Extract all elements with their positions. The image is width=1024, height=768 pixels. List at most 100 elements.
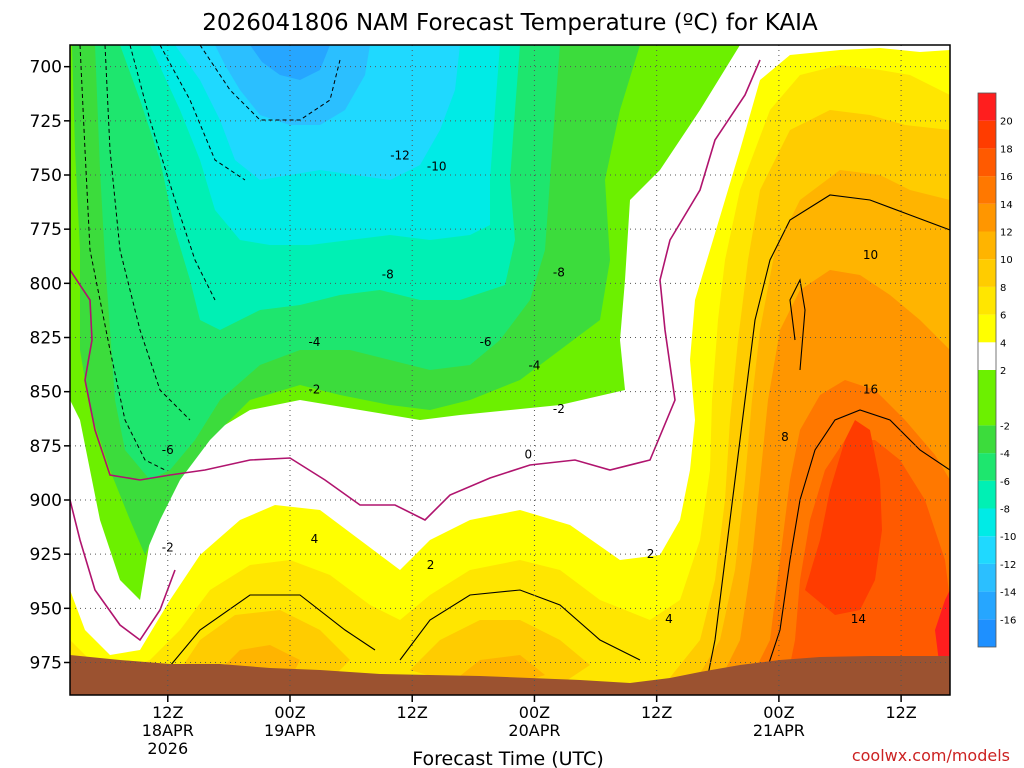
colorbar-label: 2 [1000, 366, 1006, 377]
colorbar-swatch [978, 619, 996, 647]
colorbar-label: -16 [1000, 615, 1016, 626]
contour-label: -6 [480, 335, 492, 349]
colorbar: -16 -14 -12 -10 -8 -6 -4 -2 2 4 6 8 10 12 14 16 18 20 [977, 92, 1016, 648]
contour-solid-group [149, 194, 950, 691]
colorbar-label: 12 [1000, 228, 1013, 239]
colorbar-swatch [978, 425, 996, 454]
colorbar-label: 6 [1000, 311, 1006, 322]
contour-label: 16 [863, 383, 878, 397]
contour-label: -4 [528, 359, 540, 373]
colorbar-swatch [978, 176, 996, 204]
temperature-bands [70, 45, 950, 695]
contour-label: -4 [308, 335, 320, 349]
x-tick-label: 12Z [885, 703, 916, 722]
contour-lines [70, 45, 950, 691]
contour-zero [70, 59, 761, 521]
x-tick-label: 12Z [641, 703, 672, 722]
x-tick-label: 12Z [152, 703, 183, 722]
x-tick-label: 20APR [508, 721, 560, 740]
colorbar-swatch [978, 508, 996, 537]
colorbar-swatch [978, 231, 996, 260]
colorbar-label: -10 [1000, 532, 1016, 543]
x-tick-label: 00Z [274, 703, 305, 722]
contour-label: -10 [427, 159, 447, 173]
colorbar-swatch [978, 203, 996, 232]
plot-frame [69, 44, 951, 696]
y-tick-label: 850 [30, 383, 62, 403]
y-tick-label: 800 [30, 274, 62, 294]
y-tick-label: 825 [30, 329, 62, 349]
contour-label: -2 [553, 402, 565, 416]
colorbar-label: 4 [1000, 338, 1006, 349]
colorbar-label: 8 [1000, 283, 1006, 294]
colorbar-label: -6 [1000, 477, 1010, 488]
y-tick-label: 950 [30, 599, 62, 619]
colorbar-label: 16 [1000, 172, 1013, 183]
band-cold--14 [215, 45, 370, 125]
x-tick-label: 18APR [142, 721, 194, 740]
y-tick-label: 775 [30, 220, 62, 240]
colorbar-label: -8 [1000, 505, 1010, 516]
y-tick-label: 875 [30, 437, 62, 457]
chart-title: 2026041806 NAM Forecast Temperature (ºC)… [202, 10, 818, 36]
y-tick-label: 900 [30, 491, 62, 511]
colorbar-label: -14 [1000, 588, 1016, 599]
colorbar-swatch [978, 314, 996, 343]
x-tick-label: 2026 [147, 739, 188, 758]
colorbar-label: 10 [1000, 255, 1013, 266]
colorbar-swatch [978, 286, 996, 315]
contour-label: -2 [162, 541, 174, 555]
contour-label: -8 [553, 266, 565, 280]
colorbar-swatch [978, 259, 996, 287]
colorbar-label: -4 [1000, 449, 1010, 460]
y-tick-label: 725 [30, 112, 62, 132]
y-tick-label: 925 [30, 545, 62, 565]
colorbar-label: -2 [1000, 421, 1010, 432]
band-cold--16 [250, 45, 330, 80]
colorbar-label: 14 [1000, 200, 1013, 211]
contour-label: 2 [427, 558, 435, 572]
colorbar-label: -12 [1000, 560, 1016, 571]
y-tick-label: 700 [30, 58, 62, 78]
contour-label: 2 [647, 547, 655, 561]
colorbar-swatch [978, 563, 996, 592]
contour-label: -12 [390, 149, 410, 163]
colorbar-swatch [978, 93, 996, 121]
contour-label: -8 [382, 268, 394, 282]
contour-labels: -12 -10 -8 -8 -6 -6 -4 -4 -2 -2 -2 0 2 2 4 4 8 10 14 16 [162, 149, 878, 627]
contour-label: -2 [308, 383, 320, 397]
colorbar-swatch [978, 148, 996, 177]
contour-label: 0 [525, 448, 533, 462]
colorbar-frame [977, 92, 997, 648]
contour-label: 14 [851, 612, 866, 626]
x-tick-label: 19APR [264, 721, 316, 740]
contour-dashed-group [79, 45, 341, 471]
y-tick-label: 975 [30, 654, 62, 674]
colorbar-swatch [978, 342, 996, 370]
contour-label: 4 [665, 612, 673, 626]
colorbar-label: 20 [1000, 117, 1013, 128]
colorbar-swatch [978, 120, 996, 149]
colorbar-swatch [978, 370, 996, 426]
contour-label: 8 [781, 430, 789, 444]
colorbar-swatch [978, 480, 996, 509]
grid [70, 45, 950, 695]
colorbar-swatch [978, 536, 996, 564]
band-warm-16 [805, 420, 882, 615]
contour-zero-left [70, 499, 176, 642]
contour-label: -6 [162, 443, 174, 457]
x-axis-label: Forecast Time (UTC) [412, 748, 603, 768]
colorbar-swatch [978, 591, 996, 620]
y-axis: 700 725 750 775 800 825 850 875 900 925 950 975 [30, 58, 70, 674]
x-tick-label: 21APR [753, 721, 805, 740]
colorbar-swatch [978, 453, 996, 481]
plot-area: -12 -10 -8 -8 -6 -6 -4 -4 -2 -2 -2 0 2 2 4 4 8 10 14 16 [70, 45, 950, 695]
y-tick-label: 750 [30, 166, 62, 186]
contour-label: 4 [311, 532, 319, 546]
credit-text: coolwx.com/models [852, 746, 1010, 765]
x-tick-label: 12Z [397, 703, 428, 722]
contour-label: 10 [863, 248, 878, 262]
colorbar-label: 18 [1000, 144, 1013, 155]
